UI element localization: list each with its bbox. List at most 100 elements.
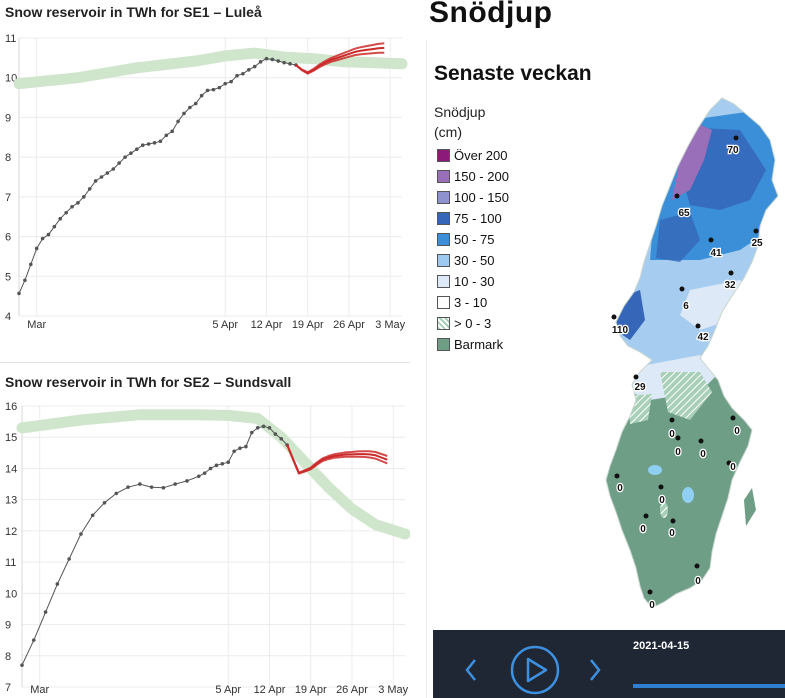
- station-marker[interactable]: [730, 415, 736, 421]
- station-marker[interactable]: [695, 323, 701, 329]
- observed-point: [267, 426, 272, 430]
- observed-point: [34, 246, 39, 251]
- observed-point: [170, 129, 174, 134]
- play-button[interactable]: [510, 645, 560, 695]
- legend-swatch: [437, 274, 450, 288]
- observed-point: [261, 424, 266, 429]
- legend-label: 50 - 75: [454, 231, 495, 247]
- observed-point: [40, 236, 45, 241]
- observed-point: [31, 638, 36, 642]
- forecast-line: [286, 444, 388, 474]
- observed-point: [58, 216, 63, 221]
- station-label: 0: [734, 426, 740, 437]
- station-marker[interactable]: [733, 135, 739, 141]
- observed-point: [211, 87, 216, 92]
- station-marker[interactable]: [658, 484, 664, 490]
- legend-label: 30 - 50: [454, 252, 495, 268]
- observed-point: [87, 187, 92, 191]
- y-tick-label: 14: [5, 463, 17, 475]
- x-tick-label: 19 Apr: [292, 319, 324, 331]
- station-label: 6: [683, 301, 689, 312]
- normal-band-line: [13, 47, 408, 90]
- station-marker[interactable]: [679, 286, 685, 292]
- observed-point: [199, 93, 204, 98]
- station-marker[interactable]: [674, 193, 680, 199]
- observed-point: [111, 167, 116, 171]
- station-marker[interactable]: [643, 513, 649, 519]
- station-label: 0: [700, 449, 706, 460]
- legend-item: Över 200: [437, 146, 507, 164]
- station-marker[interactable]: [611, 314, 617, 320]
- x-tick-label: 26 Apr: [333, 319, 365, 331]
- legend-item: 100 - 150: [437, 188, 509, 206]
- legend-item: > 0 - 3: [437, 314, 491, 332]
- observed-point: [214, 463, 219, 468]
- observed-point: [223, 81, 228, 86]
- x-tick-label: Mar: [30, 684, 49, 696]
- chart1-title: Snow reservoir in TWh for SE1 – Luleå: [5, 4, 262, 20]
- x-tick-label: 3 May: [378, 684, 408, 696]
- observed-point: [226, 460, 231, 464]
- chart-se2: 7 8 9 10 11 12 13 14 15 16 Mar 5 Apr 12 Apr 19 Apr 26 …: [5, 401, 410, 696]
- station-marker[interactable]: [647, 589, 653, 595]
- station-label: 25: [751, 238, 763, 249]
- observed-point: [196, 474, 201, 479]
- observed-point: [244, 444, 248, 449]
- observed-point: [79, 532, 83, 536]
- observed-point: [182, 111, 186, 116]
- observed-point: [102, 500, 107, 505]
- station-marker[interactable]: [614, 473, 620, 479]
- station-marker[interactable]: [726, 460, 732, 466]
- station-label: 0: [617, 483, 623, 494]
- observed-point: [273, 432, 278, 436]
- station-marker[interactable]: [670, 518, 676, 524]
- station-marker[interactable]: [698, 438, 704, 444]
- observed-point: [250, 430, 254, 435]
- legend-label: 75 - 100: [454, 210, 502, 226]
- station-marker[interactable]: [708, 237, 714, 243]
- legend-swatch: [437, 295, 450, 309]
- legend-swatch: [437, 211, 450, 225]
- timeline-slider[interactable]: [633, 684, 785, 688]
- station-marker[interactable]: [669, 417, 675, 423]
- legend-item: 75 - 100: [437, 209, 502, 227]
- legend-label: 150 - 200: [454, 168, 509, 184]
- legend-item: Barmark: [437, 335, 503, 353]
- station-label: 0: [659, 495, 665, 506]
- y-tick-label: 4: [5, 311, 11, 323]
- x-tick-label: 26 Apr: [336, 684, 368, 696]
- observed-point: [28, 262, 33, 267]
- y-tick-label: 9: [5, 620, 11, 632]
- observed-line: [21, 425, 288, 666]
- station-marker[interactable]: [694, 563, 700, 569]
- gotland-island: [744, 488, 756, 526]
- observed-point: [235, 73, 239, 78]
- observed-point: [46, 232, 51, 237]
- prev-button[interactable]: [465, 659, 476, 681]
- observed-point: [138, 482, 142, 486]
- legend-item: 10 - 30: [437, 272, 494, 290]
- station-label: 70: [727, 145, 739, 156]
- next-button[interactable]: [590, 659, 601, 681]
- station-label: 0: [695, 576, 701, 587]
- legend-swatch: [437, 169, 450, 183]
- station-marker[interactable]: [728, 270, 734, 276]
- observed-point: [220, 461, 225, 466]
- observed-point: [135, 147, 139, 151]
- legend-label: 10 - 30: [454, 273, 495, 289]
- observed-point: [247, 67, 251, 72]
- observed-point: [90, 513, 95, 518]
- y-tick-label: 7: [5, 682, 11, 694]
- x-tick-label: 3 May: [375, 319, 405, 331]
- observed-point: [282, 60, 286, 65]
- observed-point: [152, 141, 157, 145]
- station-marker[interactable]: [675, 435, 681, 441]
- observed-point: [241, 71, 245, 76]
- y-tick-label: 9: [5, 112, 11, 124]
- forecast-line: [295, 42, 385, 74]
- station-marker[interactable]: [753, 228, 759, 234]
- station-marker[interactable]: [633, 374, 639, 380]
- observed-point: [232, 449, 236, 454]
- legend-swatch: [437, 190, 450, 204]
